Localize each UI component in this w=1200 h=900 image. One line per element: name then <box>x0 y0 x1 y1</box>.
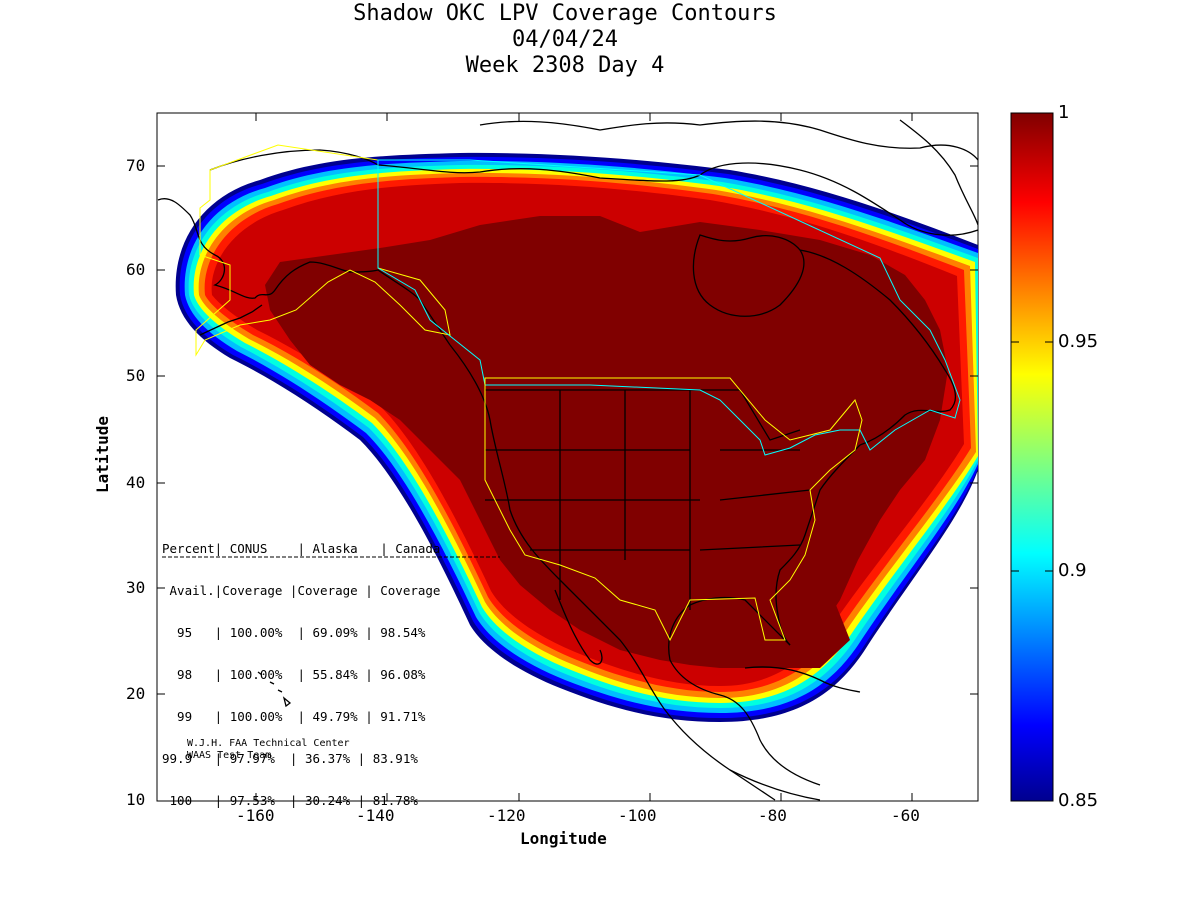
stats-header-2: Avail.|Coverage |Coverage | Coverage <box>162 583 441 598</box>
credit-line-1: W.J.H. FAA Technical Center <box>187 738 350 749</box>
contour-band-100 <box>265 216 948 668</box>
coast-baja <box>554 589 603 665</box>
outline-alaska <box>195 144 451 357</box>
coast-arctic-islands <box>479 120 978 161</box>
colorbar-tick-label: 1 <box>1058 102 1070 123</box>
coast-us-east <box>775 444 861 646</box>
title-line-3: Week 2308 Day 4 <box>465 53 665 78</box>
x-axis-label: Longitude <box>520 829 607 848</box>
credit-line-2: WAAS Test Team <box>187 750 272 761</box>
x-tick-label: -80 <box>758 806 787 825</box>
x-tick-label: -60 <box>891 806 920 825</box>
colorbar-tick-label: 0.95 <box>1058 331 1099 352</box>
stats-row: 100 | 97.53% | 30.24% | 81.78% <box>162 793 418 808</box>
service-area-outlines <box>195 144 961 642</box>
x-tick-label: -100 <box>618 806 657 825</box>
y-tick-label: 50 <box>126 366 146 385</box>
outline-canada <box>377 159 961 456</box>
coverage-contours <box>175 152 978 723</box>
stats-row: 98 | 100.00% | 55.84% | 96.08% <box>162 667 426 682</box>
coast-labrador <box>799 249 957 446</box>
coast-gulf <box>668 596 821 786</box>
title-line-1: Shadow OKC LPV Coverage Contours <box>353 1 777 26</box>
outline-conus <box>484 377 863 642</box>
coast-hawaii <box>257 671 292 708</box>
coast-central-america <box>729 769 776 801</box>
title-line-2: 04/04/24 <box>512 27 618 52</box>
y-tick-label: 40 <box>126 473 146 492</box>
coast-cuba <box>744 666 861 693</box>
coast-alaska <box>157 198 451 346</box>
coast-west <box>449 344 821 801</box>
coverage-stats-table: Percent| CONUS | Alaska | Canada Avail.|… <box>162 517 440 832</box>
stats-header-1: Percent| CONUS | Alaska | Canada <box>162 541 441 556</box>
colorbar-tick-label: 0.85 <box>1058 790 1099 811</box>
y-tick-label: 70 <box>126 156 146 175</box>
stats-row: 95 | 100.00% | 69.09% | 98.54% <box>162 625 426 640</box>
coast-greenland <box>899 119 978 226</box>
stats-row: 99 | 100.00% | 49.79% | 91.71% <box>162 709 426 724</box>
y-axis-label: Latitude <box>93 415 113 494</box>
credit-text: W.J.H. FAA Technical Center WAAS Test Te… <box>187 738 350 762</box>
x-tick-label: -140 <box>356 806 395 825</box>
coast-aleutians <box>199 304 263 336</box>
colorbar-tick-label: 0.9 <box>1058 560 1087 581</box>
colorbar <box>1010 112 1054 802</box>
x-tick-label: -120 <box>487 806 526 825</box>
us-borders <box>485 389 811 610</box>
y-tick-label: 20 <box>126 684 146 703</box>
y-tick-label: 60 <box>126 260 146 279</box>
x-tick-label: -160 <box>236 806 275 825</box>
y-tick-label: 30 <box>126 578 146 597</box>
axis-ticks <box>157 113 978 801</box>
stats-row: 99.9 | 97.97% | 36.37% | 83.91% <box>162 751 418 766</box>
colorbar-ticks <box>1011 341 1053 572</box>
coast-hudson-bay <box>692 234 805 317</box>
y-tick-label: 10 <box>126 790 146 809</box>
